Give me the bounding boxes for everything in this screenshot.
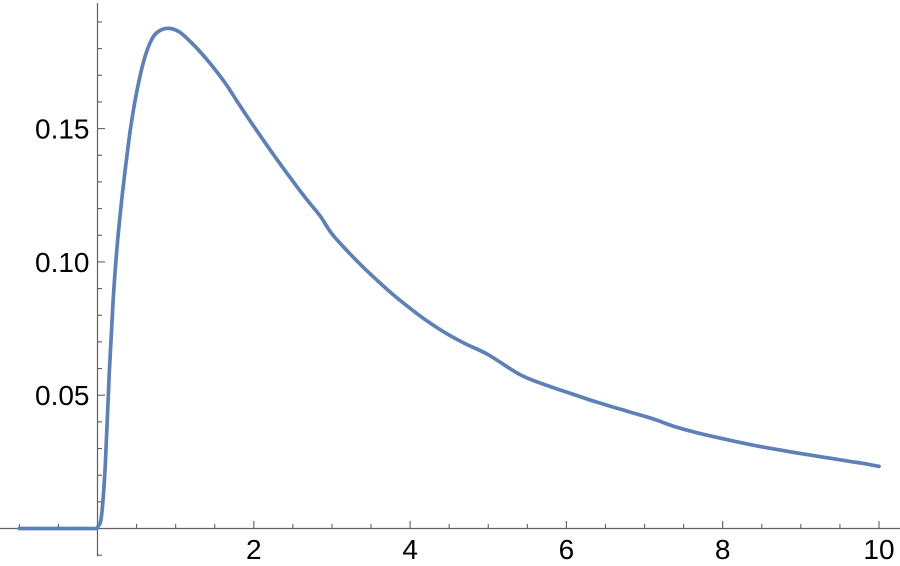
y-tick-label: 0.10 xyxy=(35,247,90,278)
x-tick-label: 4 xyxy=(402,534,418,565)
x-tick-label: 2 xyxy=(246,534,262,565)
x-tick-label: 10 xyxy=(863,534,894,565)
y-tick-label: 0.15 xyxy=(35,114,90,145)
y-tick-label: 0.05 xyxy=(35,380,90,411)
plot-curve xyxy=(17,26,881,531)
x-tick-label: 8 xyxy=(715,534,731,565)
x-tick-label: 6 xyxy=(559,534,575,565)
